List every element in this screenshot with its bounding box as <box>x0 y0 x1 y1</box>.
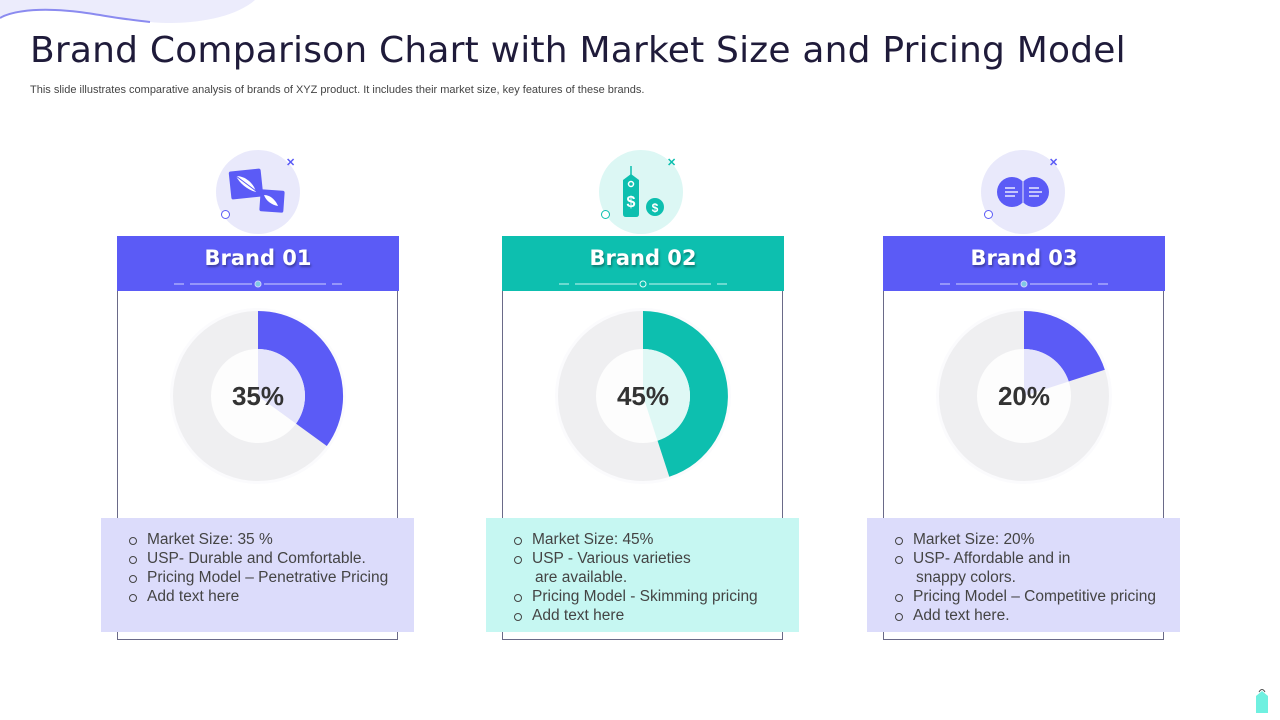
brand-card-02: $ $ ✕ Brand 02 45% <box>485 150 805 650</box>
detail-add-text: Add text here <box>129 587 414 606</box>
detail-pricing-model: Pricing Model - Skimming pricing <box>514 587 799 606</box>
donut-percent: 35% <box>231 380 285 411</box>
donut-percent: 45% <box>616 380 670 411</box>
overlapping-circles-icon <box>997 177 1049 207</box>
brand-details: Market Size: 45% USP - Various varieties… <box>486 518 799 632</box>
brand-header: Brand 03 <box>883 236 1165 291</box>
svg-text:$: $ <box>652 201 659 215</box>
tag-icon <box>1256 689 1268 713</box>
decorative-wave <box>0 0 255 24</box>
decorative-x-icon: ✕ <box>1049 157 1059 169</box>
decorative-circle-icon <box>601 210 610 219</box>
brand-icon-bubble: ✕ <box>216 150 300 234</box>
detail-pricing-model: Pricing Model – Competitive pricing <box>895 587 1180 606</box>
brand-icon-bubble: ✕ <box>981 150 1065 234</box>
detail-pricing-model: Pricing Model – Penetrative Pricing <box>129 568 414 587</box>
brand-name: Brand 03 <box>970 246 1078 270</box>
page-title: Brand Comparison Chart with Market Size … <box>30 30 1126 71</box>
detail-market-size: Market Size: 45% <box>514 530 799 549</box>
header-divider <box>559 280 727 288</box>
detail-market-size: Market Size: 35 % <box>129 530 414 549</box>
brand-card-03: ✕ Brand 03 20% M <box>866 150 1186 650</box>
page-subtitle: This slide illustrates comparative analy… <box>30 84 645 96</box>
market-share-donut: 20% <box>934 306 1114 486</box>
detail-usp: USP - Various varieties are available. <box>514 549 799 587</box>
brand-name: Brand 02 <box>589 246 697 270</box>
decorative-circle-icon <box>221 210 230 219</box>
decorative-x-icon: ✕ <box>667 157 677 169</box>
price-tag-dollar-icon: $ $ <box>623 166 666 218</box>
market-share-donut: 45% <box>553 306 733 486</box>
brand-header: Brand 02 <box>502 236 784 291</box>
detail-add-text: Add text here. <box>895 606 1180 625</box>
market-share-donut: 35% <box>168 306 348 486</box>
brand-icon-bubble: $ $ ✕ <box>599 150 683 234</box>
detail-market-size: Market Size: 20% <box>895 530 1180 549</box>
detail-add-text: Add text here <box>514 606 799 625</box>
feather-cards-icon <box>228 168 285 213</box>
brand-details: Market Size: 20% USP- Affordable and in s… <box>867 518 1180 632</box>
brand-card-01: ✕ Brand 01 35% M <box>100 150 420 650</box>
detail-usp: USP- Durable and Comfortable. <box>129 549 414 568</box>
brand-name: Brand 01 <box>204 246 312 270</box>
detail-usp: USP- Affordable and in snappy colors. <box>895 549 1180 587</box>
decorative-circle-icon <box>984 210 993 219</box>
svg-text:$: $ <box>627 194 636 211</box>
decorative-x-icon: ✕ <box>286 157 296 169</box>
brand-details: Market Size: 35 % USP- Durable and Comfo… <box>101 518 414 632</box>
header-divider <box>940 280 1108 288</box>
brand-header: Brand 01 <box>117 236 399 291</box>
donut-percent: 20% <box>997 380 1051 411</box>
header-divider <box>174 280 342 288</box>
